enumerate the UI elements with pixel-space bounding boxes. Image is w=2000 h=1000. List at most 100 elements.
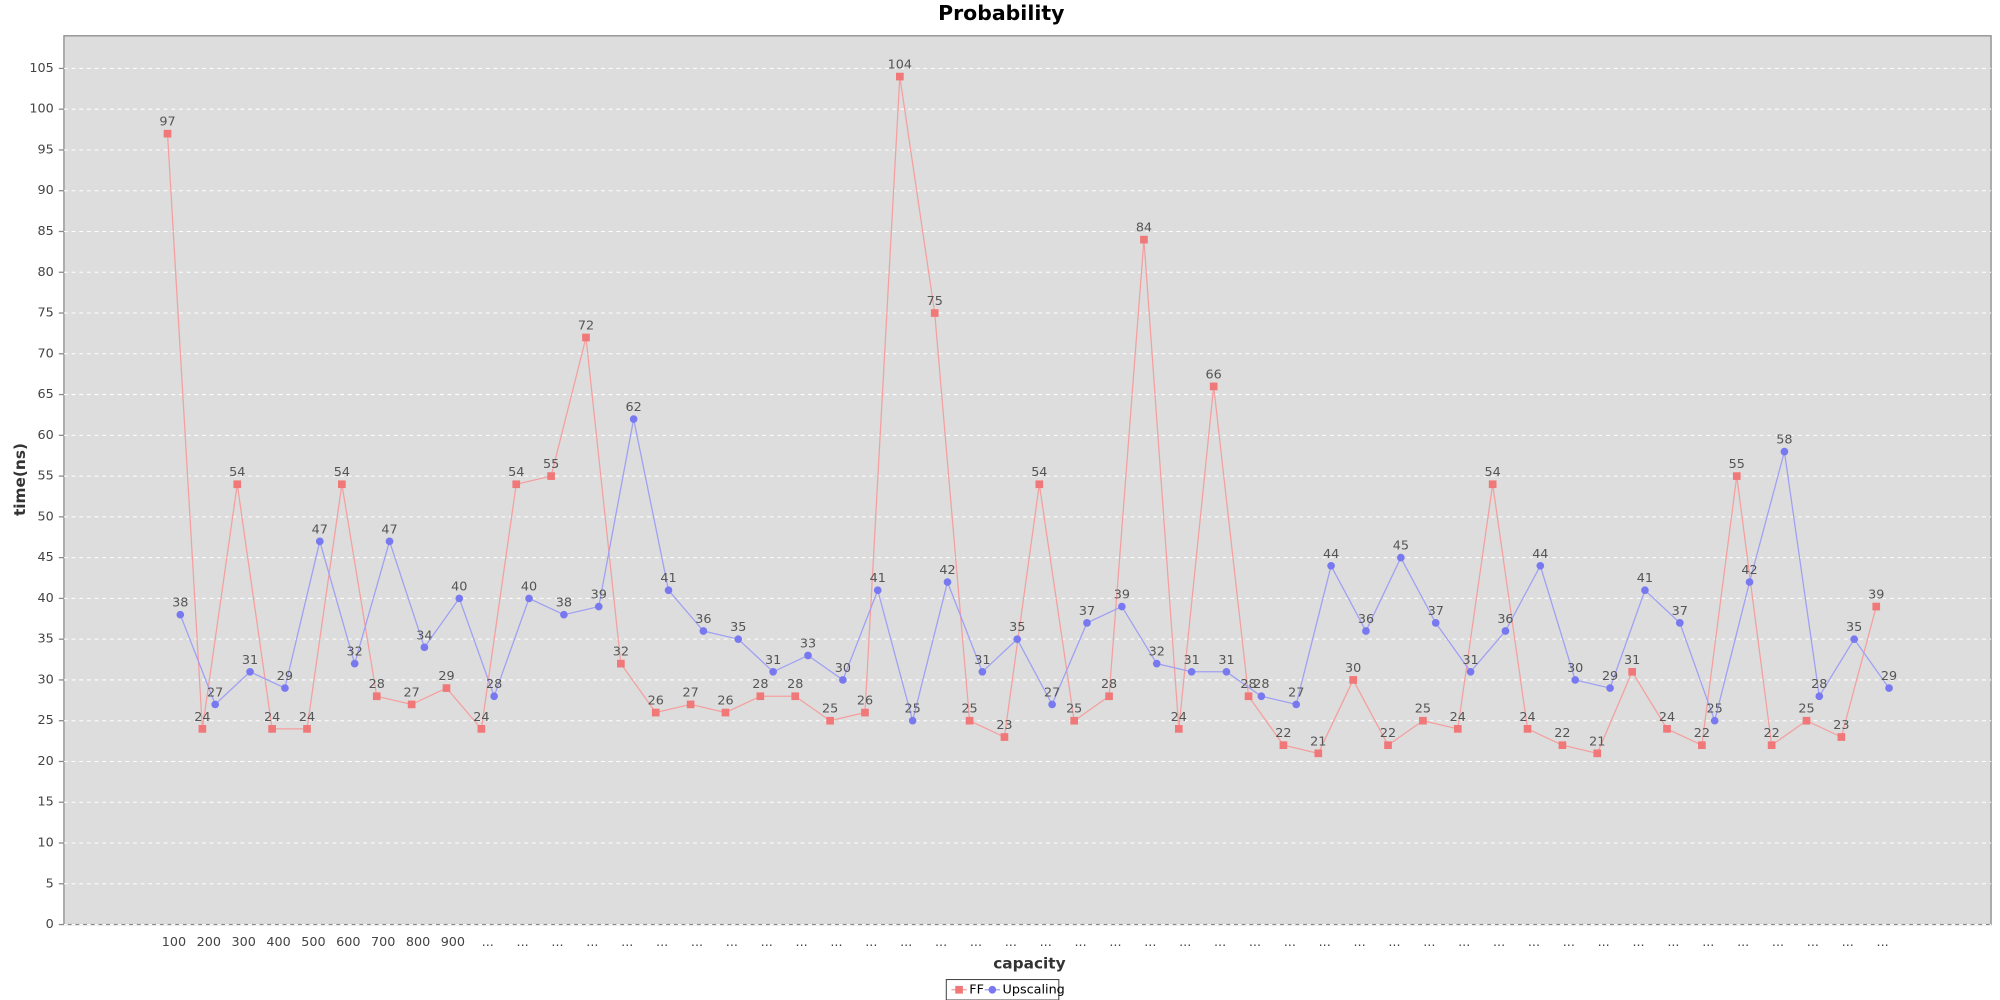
x-tick-label: ... xyxy=(1423,935,1435,950)
marker xyxy=(1837,733,1846,741)
data-label: 36 xyxy=(1358,612,1374,627)
y-tick-label: 55 xyxy=(37,469,53,484)
marker xyxy=(769,667,777,676)
marker xyxy=(965,716,974,725)
y-tick-label: 30 xyxy=(37,672,53,687)
x-tick-label: ... xyxy=(586,935,598,950)
y-tick-label: 10 xyxy=(37,836,53,851)
data-label: 24 xyxy=(1450,710,1466,725)
x-tick-label: ... xyxy=(1388,935,1400,950)
data-label: 40 xyxy=(451,579,467,594)
x-tick-label: ... xyxy=(1353,935,1365,950)
marker xyxy=(1152,659,1161,668)
marker xyxy=(1209,382,1218,391)
data-label: 24 xyxy=(1171,710,1187,725)
marker xyxy=(861,708,869,717)
marker xyxy=(442,684,451,692)
data-label: 31 xyxy=(765,653,781,668)
x-tick-label: ... xyxy=(1702,935,1714,950)
x-tick-label: ... xyxy=(1005,935,1017,950)
x-tick-label: ... xyxy=(482,935,494,950)
y-tick-label: 105 xyxy=(29,61,53,76)
data-label: 39 xyxy=(1114,588,1130,603)
marker xyxy=(664,586,673,595)
data-label: 28 xyxy=(1811,677,1827,692)
data-label: 24 xyxy=(194,710,210,725)
x-tick-label: ... xyxy=(551,935,563,950)
marker xyxy=(1257,692,1266,701)
marker xyxy=(1349,676,1358,684)
marker xyxy=(1396,553,1405,562)
marker xyxy=(1174,725,1183,733)
y-tick-label: 60 xyxy=(37,428,53,443)
marker xyxy=(477,725,486,733)
x-tick-label: 200 xyxy=(197,935,221,950)
marker xyxy=(1279,741,1288,750)
x-tick-label: ... xyxy=(726,935,738,950)
data-label: 27 xyxy=(207,685,223,700)
data-label: 54 xyxy=(334,465,350,480)
data-label: 26 xyxy=(648,694,664,709)
data-label: 22 xyxy=(1694,726,1710,741)
series-line xyxy=(166,76,1877,755)
marker xyxy=(1641,586,1649,595)
marker xyxy=(1384,741,1392,750)
marker xyxy=(350,659,359,668)
y-tick-label: 15 xyxy=(37,795,53,810)
data-label: 38 xyxy=(172,596,188,611)
data-label: 33 xyxy=(800,636,816,651)
y-tick-label: 95 xyxy=(37,142,53,157)
x-tick-label: ... xyxy=(1144,935,1156,950)
marker xyxy=(420,643,429,652)
x-tick-label: ... xyxy=(796,935,808,950)
data-label: 28 xyxy=(752,677,768,692)
marker xyxy=(1035,480,1044,489)
data-label: 42 xyxy=(939,563,955,578)
marker xyxy=(978,667,987,676)
marker xyxy=(372,692,381,701)
data-label: 27 xyxy=(1288,685,1304,700)
data-label: 21 xyxy=(1589,734,1605,749)
data-label: 31 xyxy=(242,653,258,668)
marker xyxy=(233,480,242,489)
y-tick-label: 80 xyxy=(37,265,53,280)
marker xyxy=(826,716,834,725)
data-label: 54 xyxy=(1485,465,1501,480)
marker xyxy=(734,635,743,644)
marker xyxy=(1698,741,1706,750)
marker xyxy=(1745,578,1754,586)
data-label: 23 xyxy=(1833,718,1849,733)
data-label: 25 xyxy=(961,702,977,717)
legend-box xyxy=(945,979,1060,1000)
marker xyxy=(699,627,708,635)
marker xyxy=(560,610,568,619)
plot-area xyxy=(63,35,1992,926)
x-tick-label: 700 xyxy=(371,935,395,950)
marker xyxy=(1488,480,1497,489)
marker xyxy=(791,692,800,701)
x-tick-label: ... xyxy=(1842,935,1854,950)
marker xyxy=(512,480,521,489)
marker xyxy=(385,537,394,546)
x-tick-label: ... xyxy=(1458,935,1470,950)
x-tick-label: 100 xyxy=(162,935,186,950)
x-tick-label: ... xyxy=(691,935,703,950)
marker xyxy=(804,651,812,660)
data-label: 54 xyxy=(508,465,524,480)
marker xyxy=(1314,749,1323,758)
marker xyxy=(617,659,625,668)
x-tick-label: 600 xyxy=(336,935,360,950)
data-label: 26 xyxy=(857,694,873,709)
marker xyxy=(629,415,638,423)
data-label: 72 xyxy=(578,318,594,333)
y-tick-label: 40 xyxy=(37,591,53,606)
x-tick-label: ... xyxy=(1249,935,1261,950)
data-label: 42 xyxy=(1741,563,1757,578)
data-label: 27 xyxy=(682,685,698,700)
marker xyxy=(1070,716,1079,725)
data-label: 25 xyxy=(1707,702,1723,717)
marker xyxy=(594,602,603,611)
data-label: 55 xyxy=(543,457,559,472)
data-label: 31 xyxy=(1462,653,1478,668)
